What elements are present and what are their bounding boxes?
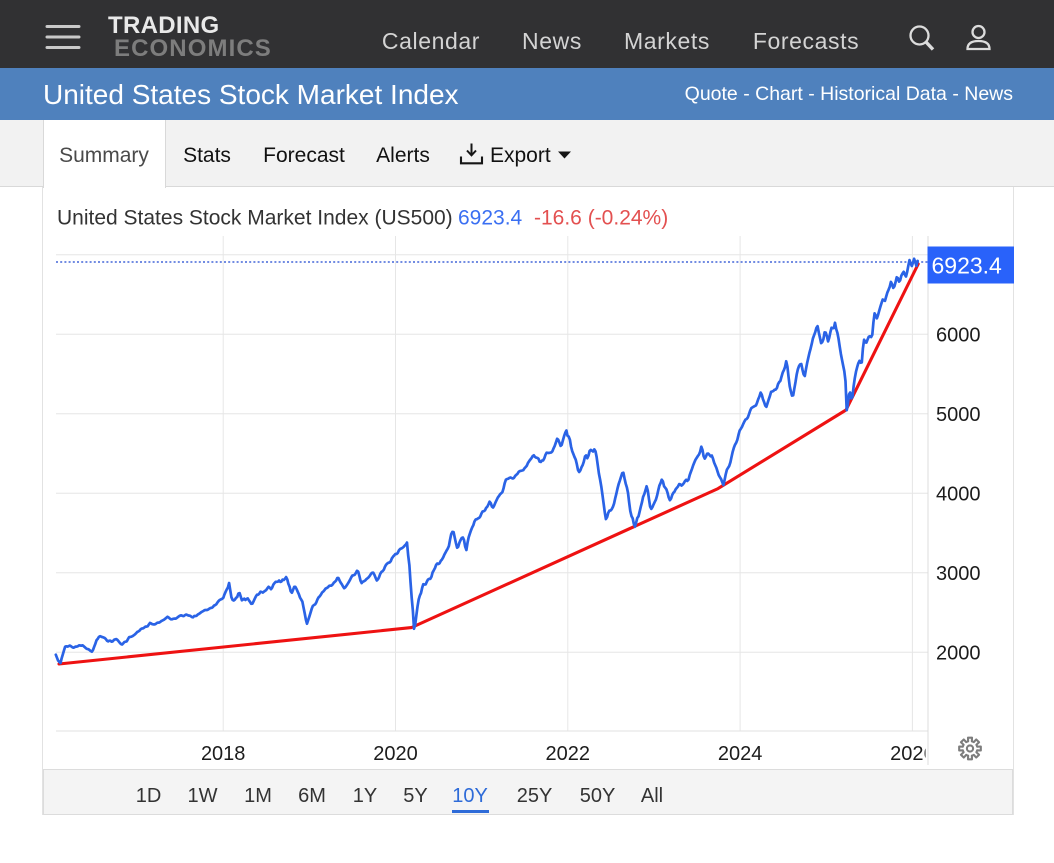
svg-text:4000: 4000 bbox=[936, 483, 981, 505]
svg-text:2024: 2024 bbox=[718, 743, 763, 765]
svg-text:2000: 2000 bbox=[936, 642, 981, 664]
svg-text:2020: 2020 bbox=[373, 743, 418, 765]
svg-text:5000: 5000 bbox=[936, 404, 981, 426]
svg-text:2026: 2026 bbox=[890, 743, 935, 765]
svg-text:2018: 2018 bbox=[201, 743, 246, 765]
svg-text:-16.6 (-0.24%): -16.6 (-0.24%) bbox=[534, 207, 668, 230]
svg-text:6000: 6000 bbox=[936, 324, 981, 346]
svg-text:3000: 3000 bbox=[936, 563, 981, 585]
svg-text:United States Stock Market Ind: United States Stock Market Index (US500) bbox=[57, 207, 453, 230]
svg-text:2022: 2022 bbox=[546, 743, 591, 765]
svg-text:6923.4: 6923.4 bbox=[932, 253, 1003, 279]
svg-text:6923.4: 6923.4 bbox=[458, 207, 523, 230]
